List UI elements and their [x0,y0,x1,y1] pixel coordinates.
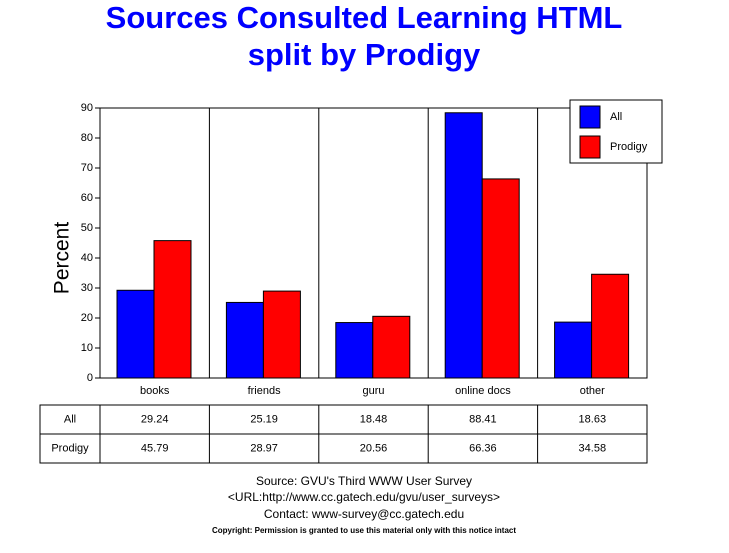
bar [153,240,192,379]
y-tick-label: 50 [81,222,93,234]
bar [372,315,411,379]
bar [116,289,155,379]
bar [554,321,593,379]
bar [444,112,483,379]
table-cell: 18.63 [579,413,607,425]
x-tick-label: other [580,385,605,397]
y-tick-label: 20 [81,312,93,324]
legend-swatch [579,135,601,159]
x-tick-label: friends [248,385,282,397]
y-tick-label: 90 [81,102,93,114]
y-tick-label: 10 [81,342,93,354]
contact: Contact: www-survey@cc.gatech.edu [264,507,464,521]
bar [262,290,301,379]
x-tick-label: online docs [455,385,511,397]
bar [225,301,264,379]
legend-swatch [579,105,601,129]
bar [591,273,630,379]
table-cell: 88.41 [469,413,497,425]
legend-label: Prodigy [610,141,648,153]
bar [335,322,374,379]
table-cell: 25.19 [250,413,278,425]
x-tick-label: books [140,385,170,397]
y-tick-label: 60 [81,192,93,204]
table-cell: 66.36 [469,442,497,454]
chart-title: split by Prodigy [248,37,481,72]
copyright: Copyright: Permission is granted to use … [212,526,516,535]
y-tick-label: 80 [81,132,93,144]
table-row-label: Prodigy [51,442,89,454]
legend-label: All [610,111,622,123]
source: Source: GVU's Third WWW User Survey [256,474,472,488]
bar [481,178,520,379]
table-cell: 29.24 [141,413,169,425]
y-tick-label: 70 [81,162,93,174]
table-cell: 18.48 [360,413,388,425]
table-cell: 34.58 [579,442,607,454]
table-cell: 28.97 [250,442,278,454]
y-tick-label: 40 [81,252,93,264]
table-cell: 20.56 [360,442,388,454]
table-cell: 45.79 [141,442,169,454]
url: <URL:http://www.cc.gatech.edu/gvu/user_s… [228,490,500,504]
y-tick-label: 0 [87,372,93,384]
table-row-label: All [64,413,76,425]
chart-title: Sources Consulted Learning HTML [106,0,623,35]
y-tick-label: 30 [81,282,93,294]
x-tick-label: guru [362,385,384,397]
y-axis-label: Percent [51,222,74,295]
